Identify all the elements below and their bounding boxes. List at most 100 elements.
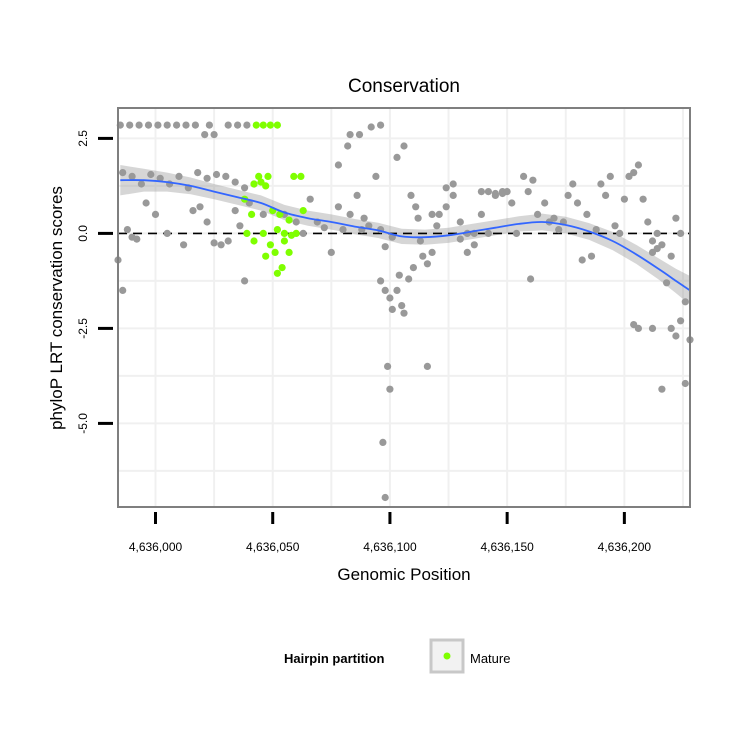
y-axis: 2.5 0.0 -2.5 -5.0	[76, 130, 113, 434]
point-other	[377, 277, 385, 285]
point-other	[398, 302, 406, 310]
point-other	[334, 161, 342, 169]
point-other	[231, 178, 239, 186]
point-mature	[273, 269, 281, 277]
point-other	[583, 210, 591, 218]
point-other	[212, 170, 221, 179]
point-other	[658, 241, 666, 249]
point-other	[133, 235, 141, 243]
point-other	[189, 207, 197, 215]
point-other	[320, 224, 328, 232]
point-other	[648, 237, 657, 245]
point-other	[259, 210, 267, 218]
x-axis-title: Genomic Position	[337, 565, 470, 584]
point-other	[423, 362, 431, 370]
point-other	[381, 493, 389, 502]
point-other	[222, 172, 230, 180]
point-mature	[299, 207, 307, 215]
point-other	[470, 241, 478, 249]
point-other	[119, 169, 127, 177]
point-other	[534, 210, 542, 218]
point-other	[428, 248, 436, 256]
point-other	[524, 188, 532, 196]
point-other	[414, 214, 422, 222]
point-mature	[273, 226, 281, 234]
point-other	[442, 184, 450, 192]
point-other	[126, 121, 134, 129]
point-other	[658, 385, 666, 393]
point-other	[154, 121, 162, 129]
point-other	[616, 229, 624, 237]
point-other	[360, 214, 368, 222]
point-mature	[292, 229, 300, 237]
chart-title: Conservation	[348, 76, 460, 97]
point-other	[409, 264, 417, 272]
point-other	[395, 271, 403, 279]
point-other	[520, 172, 528, 180]
point-other	[491, 189, 499, 198]
point-other	[306, 195, 314, 203]
point-mature	[262, 182, 270, 190]
point-other	[163, 121, 171, 129]
legend-title: Hairpin partition	[284, 651, 384, 666]
legend-key-mature-swatch	[443, 652, 451, 660]
x-tick-label: 4,636,200	[598, 540, 652, 554]
point-other	[587, 252, 596, 260]
point-other	[564, 191, 572, 199]
gridlines	[118, 108, 690, 507]
point-other	[606, 172, 614, 180]
point-other	[327, 248, 335, 256]
point-other	[135, 121, 143, 129]
x-axis: 4,636,000 4,636,050 4,636,100 4,636,150 4,63…	[129, 512, 652, 554]
point-other	[578, 256, 586, 264]
point-other	[156, 174, 164, 182]
point-other	[569, 180, 577, 188]
point-other	[381, 243, 389, 251]
point-other	[634, 324, 643, 332]
point-other	[423, 260, 431, 268]
point-other	[344, 142, 352, 150]
point-other	[388, 305, 396, 313]
point-other	[128, 172, 136, 180]
point-other	[667, 324, 675, 332]
point-mature	[273, 121, 281, 129]
point-other	[196, 203, 204, 211]
point-other	[630, 169, 638, 177]
point-other	[677, 317, 685, 325]
point-other	[529, 176, 537, 184]
ci-band-layer	[120, 165, 691, 305]
point-other	[175, 172, 183, 180]
loess-smooth-line	[120, 179, 691, 292]
point-other	[407, 191, 415, 199]
point-other	[393, 286, 401, 294]
point-other	[484, 229, 492, 237]
plot-panel-border	[117, 107, 691, 508]
y-axis-title: phyloP LRT conservation scores	[47, 186, 66, 430]
point-other	[119, 286, 127, 294]
point-other	[372, 172, 380, 180]
point-other	[508, 199, 516, 207]
point-mature	[262, 252, 270, 260]
point-mature	[248, 210, 256, 218]
point-other	[681, 298, 689, 306]
y-tick-label: -2.5	[76, 318, 90, 339]
point-other	[419, 252, 427, 260]
point-other	[416, 237, 424, 245]
point-mature	[250, 180, 258, 188]
point-mature	[297, 172, 305, 180]
point-other	[412, 203, 420, 211]
x-tick-label: 4,636,150	[480, 540, 534, 554]
point-other	[194, 169, 202, 177]
y-tick-label: 0.0	[76, 225, 90, 242]
point-other	[681, 379, 689, 388]
point-other	[503, 188, 511, 196]
point-other	[224, 121, 232, 129]
point-other	[386, 294, 394, 302]
point-other	[527, 275, 535, 283]
point-other	[123, 226, 131, 234]
point-other	[541, 199, 549, 207]
point-other	[334, 203, 342, 211]
point-other	[456, 235, 464, 243]
point-other	[205, 121, 213, 129]
